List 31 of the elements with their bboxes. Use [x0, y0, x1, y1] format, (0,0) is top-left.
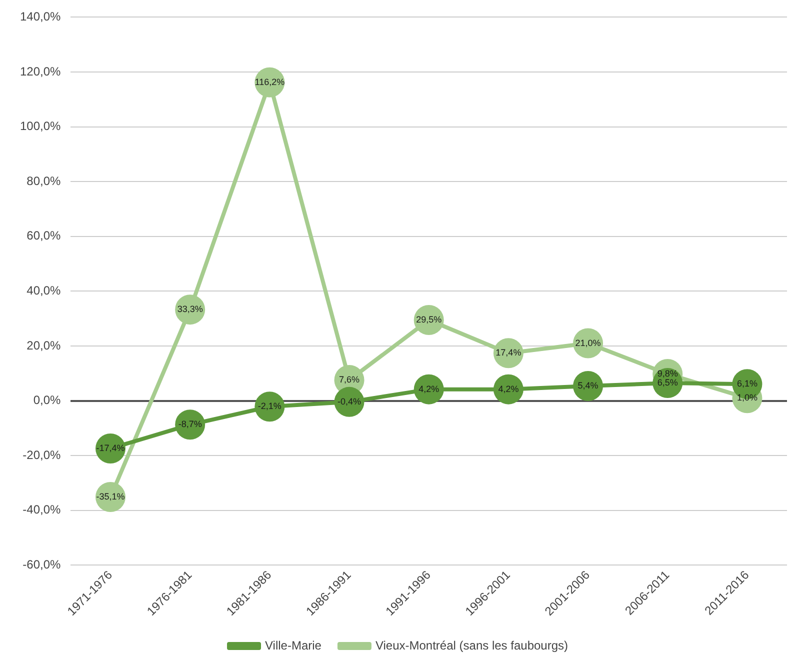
data-label: 4,2% — [418, 384, 440, 394]
data-label: -0,4% — [338, 396, 362, 406]
y-tick-label: 40,0% — [26, 284, 62, 298]
data-label: 21,0% — [575, 338, 601, 348]
data-label: 116,2% — [254, 76, 285, 87]
data-label: -8,7% — [178, 419, 202, 430]
data-label: 4,2% — [498, 384, 519, 394]
data-label: 33,3% — [177, 304, 203, 314]
y-tick-label: 140,0% — [20, 10, 62, 24]
legend-label: Vieux-Montréal (sans les faubourgs) — [375, 638, 568, 652]
y-tick-label: -60,0% — [22, 558, 62, 572]
y-tick-label: 80,0% — [26, 174, 62, 188]
data-label: 5,4% — [578, 380, 598, 391]
data-label: 7,6% — [339, 374, 360, 384]
y-tick-label: -20,0% — [22, 448, 62, 462]
y-tick-label: 20,0% — [26, 338, 62, 352]
y-tick-label: 0,0% — [33, 393, 62, 408]
data-label: 29,5% — [416, 314, 442, 324]
y-tick-label: 60,0% — [26, 228, 62, 243]
data-label: -2,1% — [258, 401, 282, 412]
data-label: -35,1% — [96, 491, 125, 502]
data-label: 9,8% — [657, 368, 678, 378]
data-label: 6,1% — [736, 378, 758, 389]
data-label: 6,5% — [657, 378, 678, 388]
y-tick-label: 120,0% — [20, 64, 62, 78]
data-label: 17,4% — [496, 348, 522, 358]
legend-label: Ville-Marie — [265, 638, 322, 652]
data-label: 1,0% — [736, 392, 758, 403]
data-label: -17,4% — [96, 442, 125, 453]
y-tick-label: -40,0% — [22, 502, 62, 517]
y-tick-label: 100,0% — [20, 119, 62, 134]
